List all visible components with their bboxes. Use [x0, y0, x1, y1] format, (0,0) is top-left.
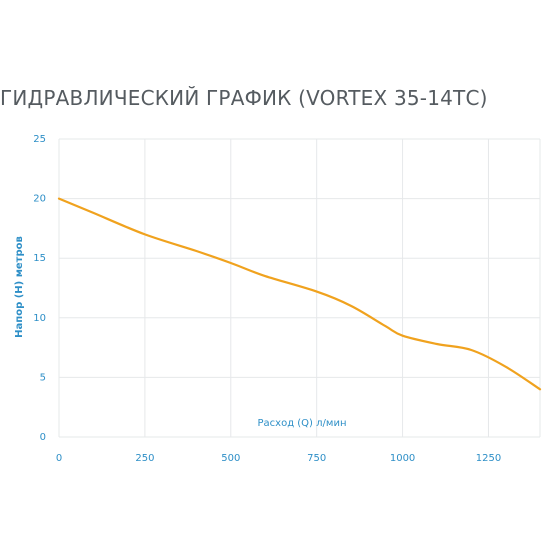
y-tick-label: 0	[40, 432, 46, 443]
y-axis-label: Напор (Н) метров	[14, 236, 25, 338]
horizontal-gridlines	[59, 138, 540, 438]
x-tick-label: 1000	[390, 453, 415, 464]
x-tick-label: 0	[56, 453, 62, 464]
x-tick-label: 750	[307, 453, 326, 464]
y-tick-label: 10	[33, 313, 46, 324]
series-line-head-flow	[57, 197, 542, 391]
y-tick-label: 15	[33, 253, 46, 264]
x-tick-labels: 0 250 500 750 1000 1250	[56, 453, 501, 464]
y-tick-label: 20	[33, 194, 46, 205]
x-tick-label: 250	[135, 453, 154, 464]
y-tick-label: 25	[33, 134, 46, 145]
y-tick-labels: 0 5 10 15 20 25	[33, 134, 46, 443]
y-tick-label: 5	[40, 372, 46, 383]
x-axis-label: Расход (Q) л/мин	[258, 418, 347, 429]
chart-title: ГИДРАВЛИЧЕСКИЙ ГРАФИК (VORTEX 35-14ТС)	[0, 86, 488, 110]
x-tick-label: 500	[221, 453, 240, 464]
x-tick-label: 1250	[476, 453, 501, 464]
vertical-gridlines	[58, 139, 541, 437]
